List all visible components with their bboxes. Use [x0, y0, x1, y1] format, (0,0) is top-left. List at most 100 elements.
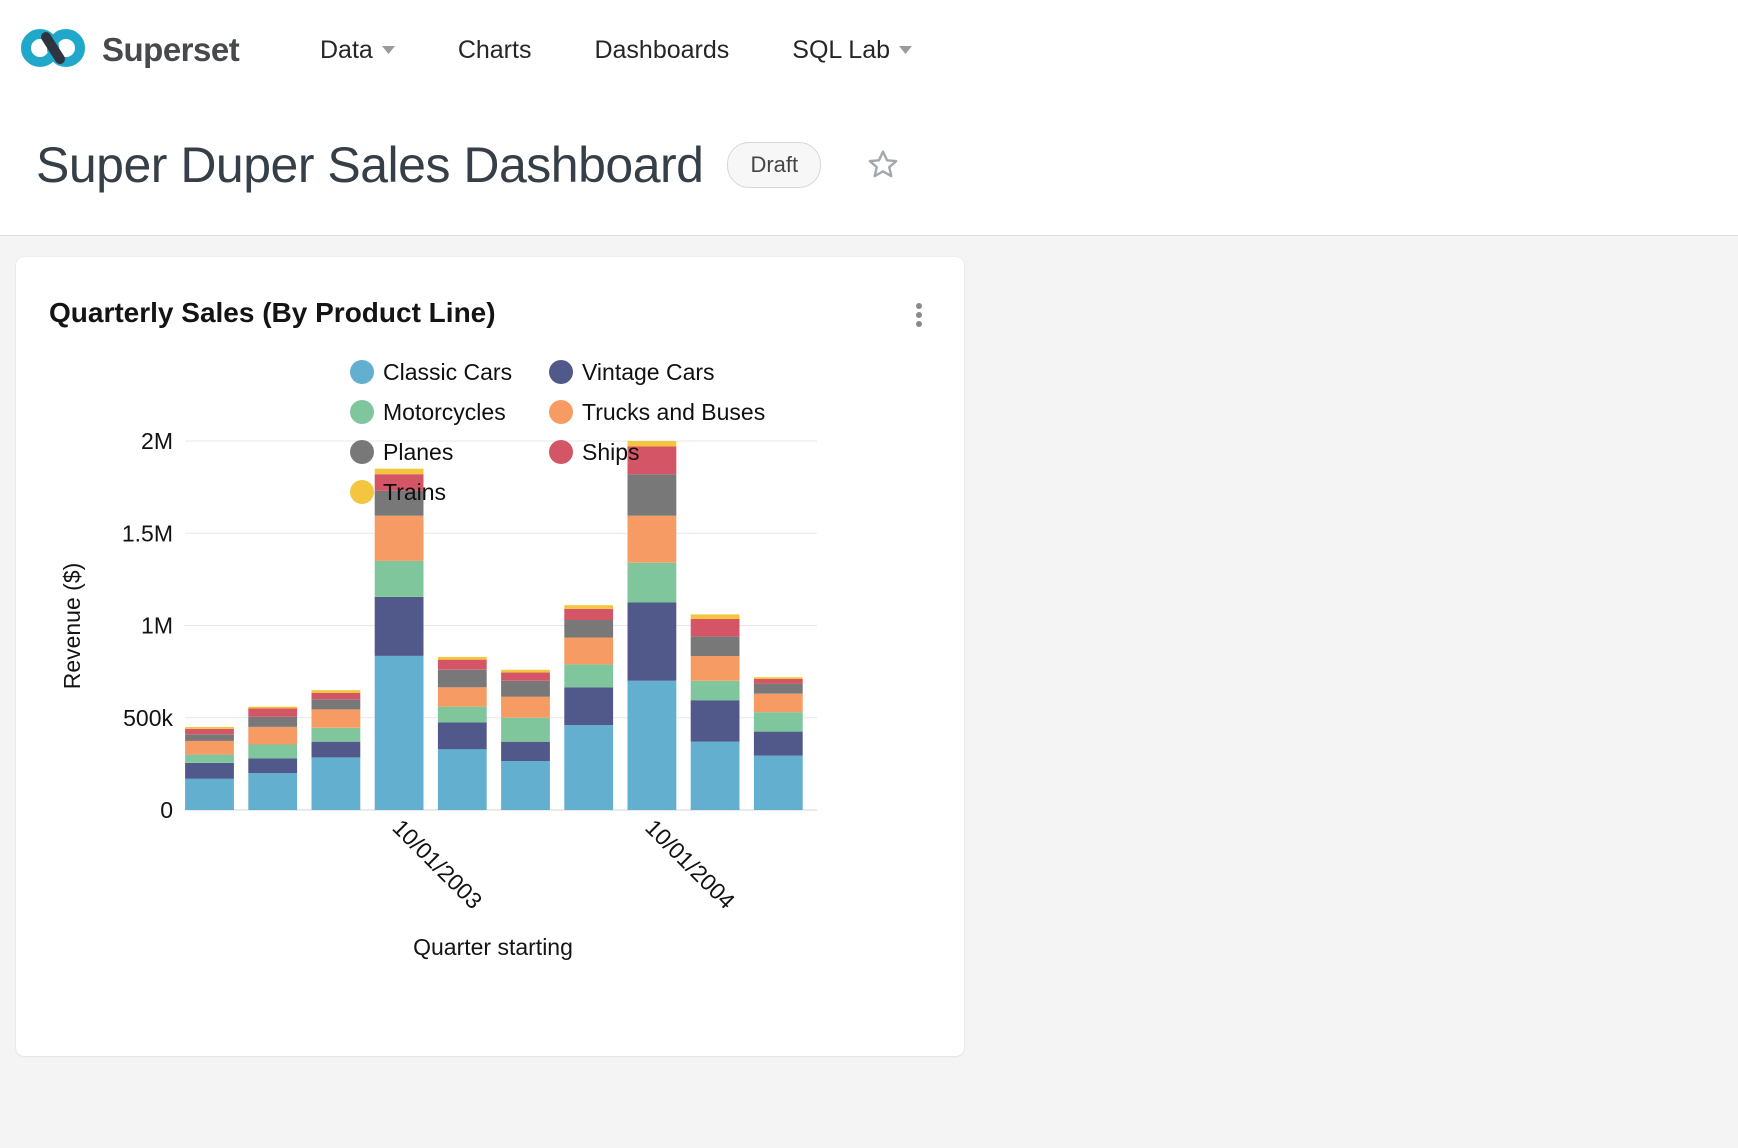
bar-segment-trains[interactable]: [627, 441, 677, 447]
bar-segment-planes[interactable]: [248, 716, 298, 727]
bar-segment-vintage-cars[interactable]: [248, 758, 298, 774]
bar-segment-classic-cars[interactable]: [564, 725, 614, 810]
bar-segment-planes[interactable]: [185, 734, 234, 741]
bar-segment-motorcycles[interactable]: [564, 664, 614, 688]
bar-segment-motorcycles[interactable]: [437, 706, 487, 723]
legend-item-trucks-and-buses[interactable]: Trucks and Buses: [549, 399, 765, 425]
legend-item-ships[interactable]: Ships: [549, 438, 765, 465]
bar-segment-vintage-cars[interactable]: [185, 763, 234, 779]
bar-segment-trucks-and-buses[interactable]: [311, 709, 361, 728]
bar-segment-motorcycles[interactable]: [311, 727, 361, 742]
bar-segment-ships[interactable]: [437, 659, 487, 670]
bar-segment-motorcycles[interactable]: [374, 560, 424, 597]
nav-item-dashboards[interactable]: Dashboards: [594, 36, 729, 65]
nav-item-data[interactable]: Data: [320, 36, 395, 65]
bar-segment-trains[interactable]: [437, 656, 487, 660]
bar-segment-vintage-cars[interactable]: [374, 596, 424, 656]
legend-item-motorcycles[interactable]: Motorcycles: [350, 398, 549, 425]
bar-segment-planes[interactable]: [627, 474, 677, 516]
bar-segment-trucks-and-buses[interactable]: [501, 696, 550, 718]
bar-segment-motorcycles[interactable]: [627, 562, 677, 603]
bar-segment-ships[interactable]: [564, 608, 614, 620]
y-tick-label: 0: [160, 797, 173, 823]
bar-segment-motorcycles[interactable]: [501, 717, 550, 742]
bar-segment-classic-cars[interactable]: [627, 680, 677, 810]
legend-swatch-icon: [549, 360, 573, 384]
bar-segment-classic-cars[interactable]: [311, 757, 361, 810]
bar-segment-planes[interactable]: [437, 669, 487, 688]
chevron-down-icon: [899, 46, 913, 54]
legend-item-trains[interactable]: Trains: [350, 479, 549, 505]
bar-segment-trains[interactable]: [690, 614, 740, 619]
bar-segment-trucks-and-buses[interactable]: [185, 740, 234, 755]
bar-segment-trucks-and-buses[interactable]: [564, 637, 614, 665]
bar-segment-classic-cars[interactable]: [374, 655, 424, 810]
bar-segment-motorcycles[interactable]: [248, 744, 298, 759]
legend-label: Motorcycles: [383, 398, 506, 425]
bar-segment-planes[interactable]: [690, 636, 740, 656]
legend-item-planes[interactable]: Planes: [350, 438, 549, 465]
bar-segment-classic-cars[interactable]: [501, 761, 550, 810]
bar-segment-trains[interactable]: [753, 677, 803, 679]
bar-segment-trucks-and-buses[interactable]: [753, 693, 803, 713]
dashboard-title-row: Super Duper Sales Dashboard Draft: [36, 132, 903, 198]
bar-segment-classic-cars[interactable]: [753, 755, 803, 810]
bar-segment-planes[interactable]: [753, 683, 803, 694]
bar-segment-trains[interactable]: [311, 690, 361, 693]
bar-segment-trains[interactable]: [248, 706, 298, 709]
bar-segment-vintage-cars[interactable]: [753, 731, 803, 756]
legend-swatch-icon: [350, 440, 374, 464]
legend-label: Planes: [383, 438, 454, 465]
nav-item-sql-lab[interactable]: SQL Lab: [792, 36, 913, 65]
x-axis-title: Quarter starting: [413, 934, 573, 960]
bar-segment-vintage-cars[interactable]: [501, 741, 550, 762]
bar-segment-trains[interactable]: [501, 669, 550, 673]
legend-label: Ships: [582, 438, 640, 465]
bar-segment-planes[interactable]: [374, 490, 424, 516]
bar-segment-trucks-and-buses[interactable]: [437, 687, 487, 707]
nav-item-charts[interactable]: Charts: [458, 36, 532, 65]
nav-item-label: Dashboards: [594, 35, 730, 64]
bar-segment-motorcycles[interactable]: [185, 754, 234, 763]
kebab-menu-button[interactable]: [901, 293, 937, 337]
bar-segment-vintage-cars[interactable]: [311, 741, 361, 758]
bar-segment-ships[interactable]: [753, 679, 803, 684]
bar-segment-vintage-cars[interactable]: [690, 700, 740, 742]
bar-segment-planes[interactable]: [311, 699, 361, 710]
bar-segment-vintage-cars[interactable]: [564, 687, 614, 726]
bar-segment-planes[interactable]: [501, 680, 550, 697]
legend-swatch-icon: [350, 360, 374, 384]
bar-segment-ships[interactable]: [690, 619, 740, 637]
brand-home-link[interactable]: Superset: [20, 0, 240, 100]
favorite-star-icon[interactable]: [863, 145, 903, 185]
bar-segment-ships[interactable]: [627, 446, 677, 475]
bar-segment-trains[interactable]: [185, 727, 234, 729]
bar-segment-ships[interactable]: [185, 728, 234, 735]
bar-segment-classic-cars[interactable]: [185, 778, 234, 810]
page-title: Super Duper Sales Dashboard: [36, 137, 704, 193]
bar-segment-ships[interactable]: [248, 708, 298, 717]
bar-segment-ships[interactable]: [501, 672, 550, 681]
legend-item-vintage-cars[interactable]: Vintage Cars: [549, 359, 765, 385]
bar-segment-vintage-cars[interactable]: [437, 722, 487, 750]
bar-segment-trains[interactable]: [564, 605, 614, 609]
bar-segment-motorcycles[interactable]: [753, 712, 803, 732]
bar-segment-ships[interactable]: [374, 474, 424, 491]
bar-segment-vintage-cars[interactable]: [627, 602, 677, 681]
bar-segment-classic-cars[interactable]: [437, 749, 487, 810]
chart-canvas[interactable]: 0 500k 1M 1.5M 2M Revenue ($) 10/01/2003 10/01/…: [16, 257, 964, 1056]
y-tick-label: 1M: [141, 613, 173, 639]
bar-segment-trucks-and-buses[interactable]: [690, 655, 740, 681]
bar-segment-classic-cars[interactable]: [690, 741, 740, 810]
bar-segment-trains[interactable]: [374, 468, 424, 475]
bar-segment-ships[interactable]: [311, 692, 361, 700]
x-tick-label: 10/01/2004: [640, 814, 740, 914]
bar-segment-trucks-and-buses[interactable]: [374, 515, 424, 561]
bar-segment-trucks-and-buses[interactable]: [627, 515, 677, 563]
bar-segment-planes[interactable]: [564, 620, 614, 638]
bar-segment-trucks-and-buses[interactable]: [248, 727, 298, 745]
chevron-down-icon: [381, 46, 395, 54]
legend-item-classic-cars[interactable]: Classic Cars: [350, 359, 549, 385]
bar-segment-motorcycles[interactable]: [690, 680, 740, 701]
bar-segment-classic-cars[interactable]: [248, 773, 298, 810]
